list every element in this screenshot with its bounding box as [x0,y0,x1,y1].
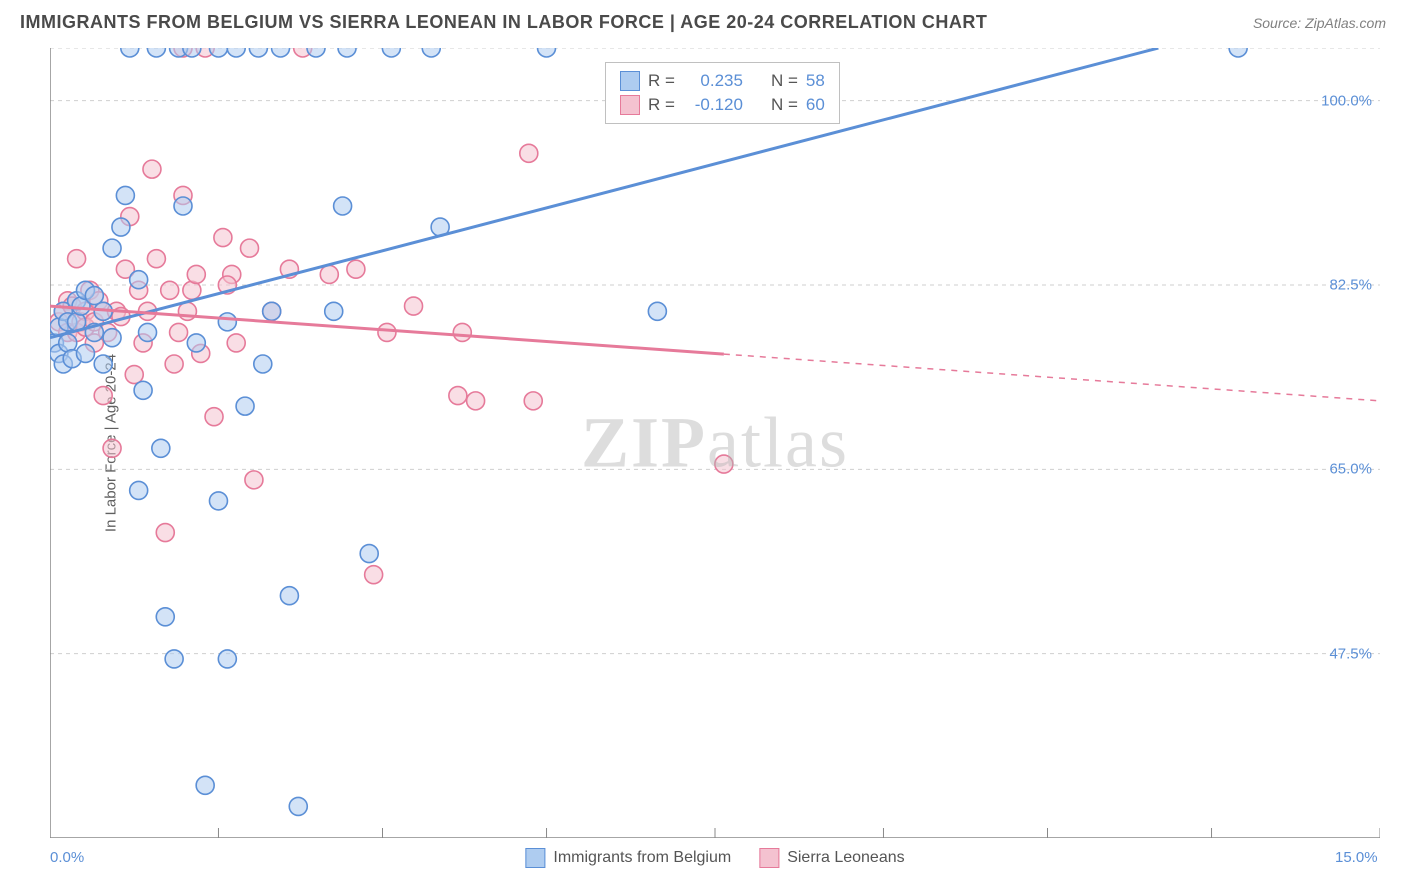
n-value: 60 [806,95,825,115]
scatter-plot [50,48,1380,838]
r-label: R = [648,95,675,115]
legend-swatch [620,71,640,91]
chart-area: In Labor Force | Age 20-24 ZIPatlas R =0… [50,48,1380,838]
r-label: R = [648,71,675,91]
legend-label: Immigrants from Belgium [553,849,731,867]
legend-item: Immigrants from Belgium [525,848,731,868]
y-tick-label: 100.0% [1321,92,1372,109]
y-tick-label: 47.5% [1329,645,1372,662]
x-tick-label: 15.0% [1335,849,1378,866]
x-tick-label: 0.0% [50,849,84,866]
legend-swatch [525,848,545,868]
n-value: 58 [806,71,825,91]
source-attribution: Source: ZipAtlas.com [1253,15,1386,31]
y-tick-label: 65.0% [1329,461,1372,478]
legend-swatch [620,95,640,115]
n-label: N = [771,71,798,91]
correlation-legend: R = 0.235 N = 58 R = -0.120 N = 60 [605,62,840,124]
chart-header: IMMIGRANTS FROM BELGIUM VS SIERRA LEONEA… [0,0,1406,41]
legend-label: Sierra Leoneans [787,849,904,867]
legend-row: R = -0.120 N = 60 [620,93,825,117]
series-legend: Immigrants from Belgium Sierra Leoneans [525,848,904,868]
legend-row: R = 0.235 N = 58 [620,69,825,93]
r-value: 0.235 [683,71,743,91]
r-value: -0.120 [683,95,743,115]
n-label: N = [771,95,798,115]
y-tick-label: 82.5% [1329,277,1372,294]
chart-title: IMMIGRANTS FROM BELGIUM VS SIERRA LEONEA… [20,12,987,33]
legend-swatch [759,848,779,868]
legend-item: Sierra Leoneans [759,848,904,868]
